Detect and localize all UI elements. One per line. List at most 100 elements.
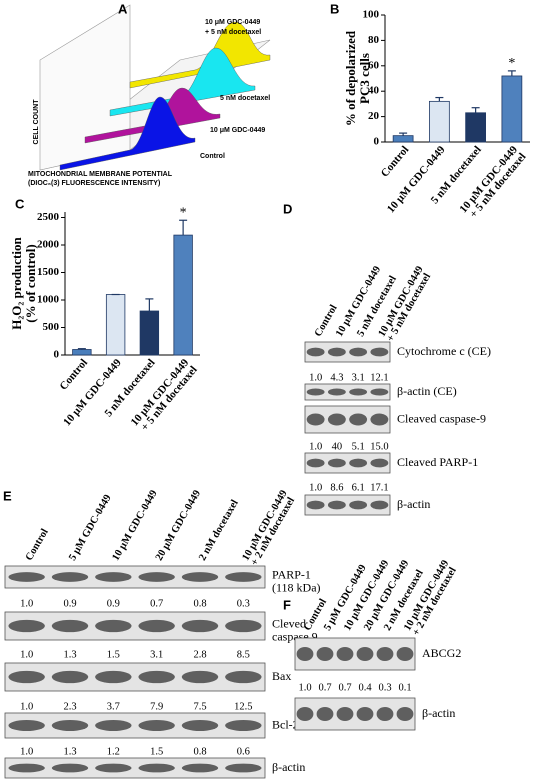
row-label: β-actin bbox=[272, 760, 305, 774]
blot bbox=[4, 662, 266, 692]
quantification: 0.7 bbox=[338, 682, 351, 693]
y-tick-label: 2000 bbox=[37, 239, 60, 251]
quantification: 0.1 bbox=[398, 682, 411, 693]
band bbox=[316, 646, 334, 662]
row-label: Cleaved PARP-1 bbox=[397, 455, 478, 469]
y-axis-title: H₂O₂ production (% of control) bbox=[9, 237, 38, 330]
band bbox=[51, 619, 89, 633]
significance: * bbox=[180, 205, 187, 220]
band bbox=[95, 763, 132, 773]
band bbox=[181, 763, 219, 773]
blot bbox=[304, 341, 391, 363]
curve-label: 10 μM GDC-0449 bbox=[205, 19, 260, 26]
quantification: 7.9 bbox=[150, 701, 163, 712]
quantification: 0.7 bbox=[318, 682, 331, 693]
quantification: 12.5 bbox=[234, 701, 252, 712]
band bbox=[336, 706, 354, 722]
band bbox=[376, 706, 394, 722]
y-axis-title: % of depolarized PC3 cells bbox=[343, 30, 372, 126]
x-tick-label-line: Control bbox=[57, 357, 90, 393]
quantification: 1.0 bbox=[20, 598, 33, 609]
back-wall bbox=[39, 4, 131, 171]
band bbox=[327, 500, 346, 510]
quantification: 1.0 bbox=[20, 649, 33, 660]
y-axis-title-line: % of depolarized bbox=[343, 30, 358, 126]
quantification: 0.3 bbox=[237, 598, 250, 609]
x-tick-label: Control bbox=[379, 144, 412, 180]
band bbox=[95, 572, 132, 582]
lane-label: 20 μM GDC-0449 bbox=[154, 488, 203, 562]
quantification: 0.7 bbox=[150, 598, 163, 609]
band bbox=[306, 347, 325, 357]
blot bbox=[4, 712, 266, 739]
row-label: ABCG2 bbox=[422, 646, 461, 660]
row-label: β-actin (CE) bbox=[397, 384, 457, 398]
band bbox=[327, 388, 346, 396]
y-axis-title-line: PC3 cells bbox=[357, 53, 372, 104]
quantification: 7.5 bbox=[193, 701, 206, 712]
quantification: 0.6 bbox=[237, 746, 250, 757]
quantification: 0.8 bbox=[193, 598, 206, 609]
quantification: 15.0 bbox=[370, 441, 388, 452]
row-label: Cytochrome c (CE) bbox=[397, 344, 491, 358]
y-axis-title-line: H₂O₂ production bbox=[9, 237, 24, 330]
y-tick-label: 500 bbox=[43, 321, 60, 333]
quantification: 0.4 bbox=[358, 682, 372, 693]
y-tick-label: 1500 bbox=[37, 266, 60, 278]
band bbox=[370, 388, 389, 396]
y-tick-label: 20 bbox=[368, 110, 380, 122]
bar bbox=[105, 294, 126, 356]
band bbox=[370, 413, 389, 426]
blot bbox=[294, 637, 416, 671]
band bbox=[181, 720, 219, 731]
y-axis-title-text: CELL COUNT bbox=[33, 99, 40, 145]
panel-label: C bbox=[15, 196, 25, 211]
band bbox=[356, 646, 374, 662]
band bbox=[306, 500, 325, 510]
lane-label-line: 5 μM GDC-0449 bbox=[67, 493, 114, 563]
bar bbox=[392, 135, 414, 143]
x-tick-label: Control bbox=[57, 357, 90, 393]
quantification: 1.5 bbox=[107, 649, 120, 660]
y-axis-title: CELL COUNT bbox=[33, 99, 40, 145]
quantification: 3.1 bbox=[150, 649, 163, 660]
quantification: 1.2 bbox=[107, 746, 120, 757]
blot bbox=[304, 452, 391, 474]
bar bbox=[429, 100, 450, 143]
band bbox=[370, 500, 389, 510]
band bbox=[316, 706, 334, 722]
band bbox=[306, 388, 325, 396]
band bbox=[349, 413, 368, 426]
y-tick-label: 0 bbox=[374, 136, 380, 148]
band bbox=[349, 388, 368, 396]
blot bbox=[304, 383, 391, 401]
quantification: 4.3 bbox=[330, 372, 343, 383]
quantification: 3.1 bbox=[352, 372, 365, 383]
band bbox=[327, 347, 346, 357]
blot bbox=[304, 494, 391, 516]
y-tick-label: 80 bbox=[368, 34, 380, 46]
band bbox=[225, 572, 262, 582]
row-label: β-actin bbox=[397, 497, 430, 511]
quantification: 1.0 bbox=[309, 372, 322, 383]
blot bbox=[4, 611, 266, 641]
band bbox=[8, 763, 45, 773]
band bbox=[376, 646, 394, 662]
quantification: 1.0 bbox=[20, 701, 33, 712]
band bbox=[138, 720, 175, 731]
quantification: 1.0 bbox=[298, 682, 311, 693]
row-label: β-actin bbox=[422, 706, 455, 720]
band bbox=[370, 347, 389, 357]
band bbox=[370, 458, 389, 468]
band bbox=[138, 572, 175, 582]
y-tick-label: 0 bbox=[54, 349, 60, 361]
band bbox=[356, 706, 374, 722]
quantification: 40 bbox=[332, 441, 343, 452]
panel-a bbox=[39, 4, 271, 171]
panel-label: E bbox=[3, 488, 12, 503]
quantification: 0.9 bbox=[107, 598, 120, 609]
band bbox=[181, 619, 219, 633]
lane-label: 5 μM GDC-0449 bbox=[67, 493, 114, 563]
blot bbox=[4, 757, 266, 779]
